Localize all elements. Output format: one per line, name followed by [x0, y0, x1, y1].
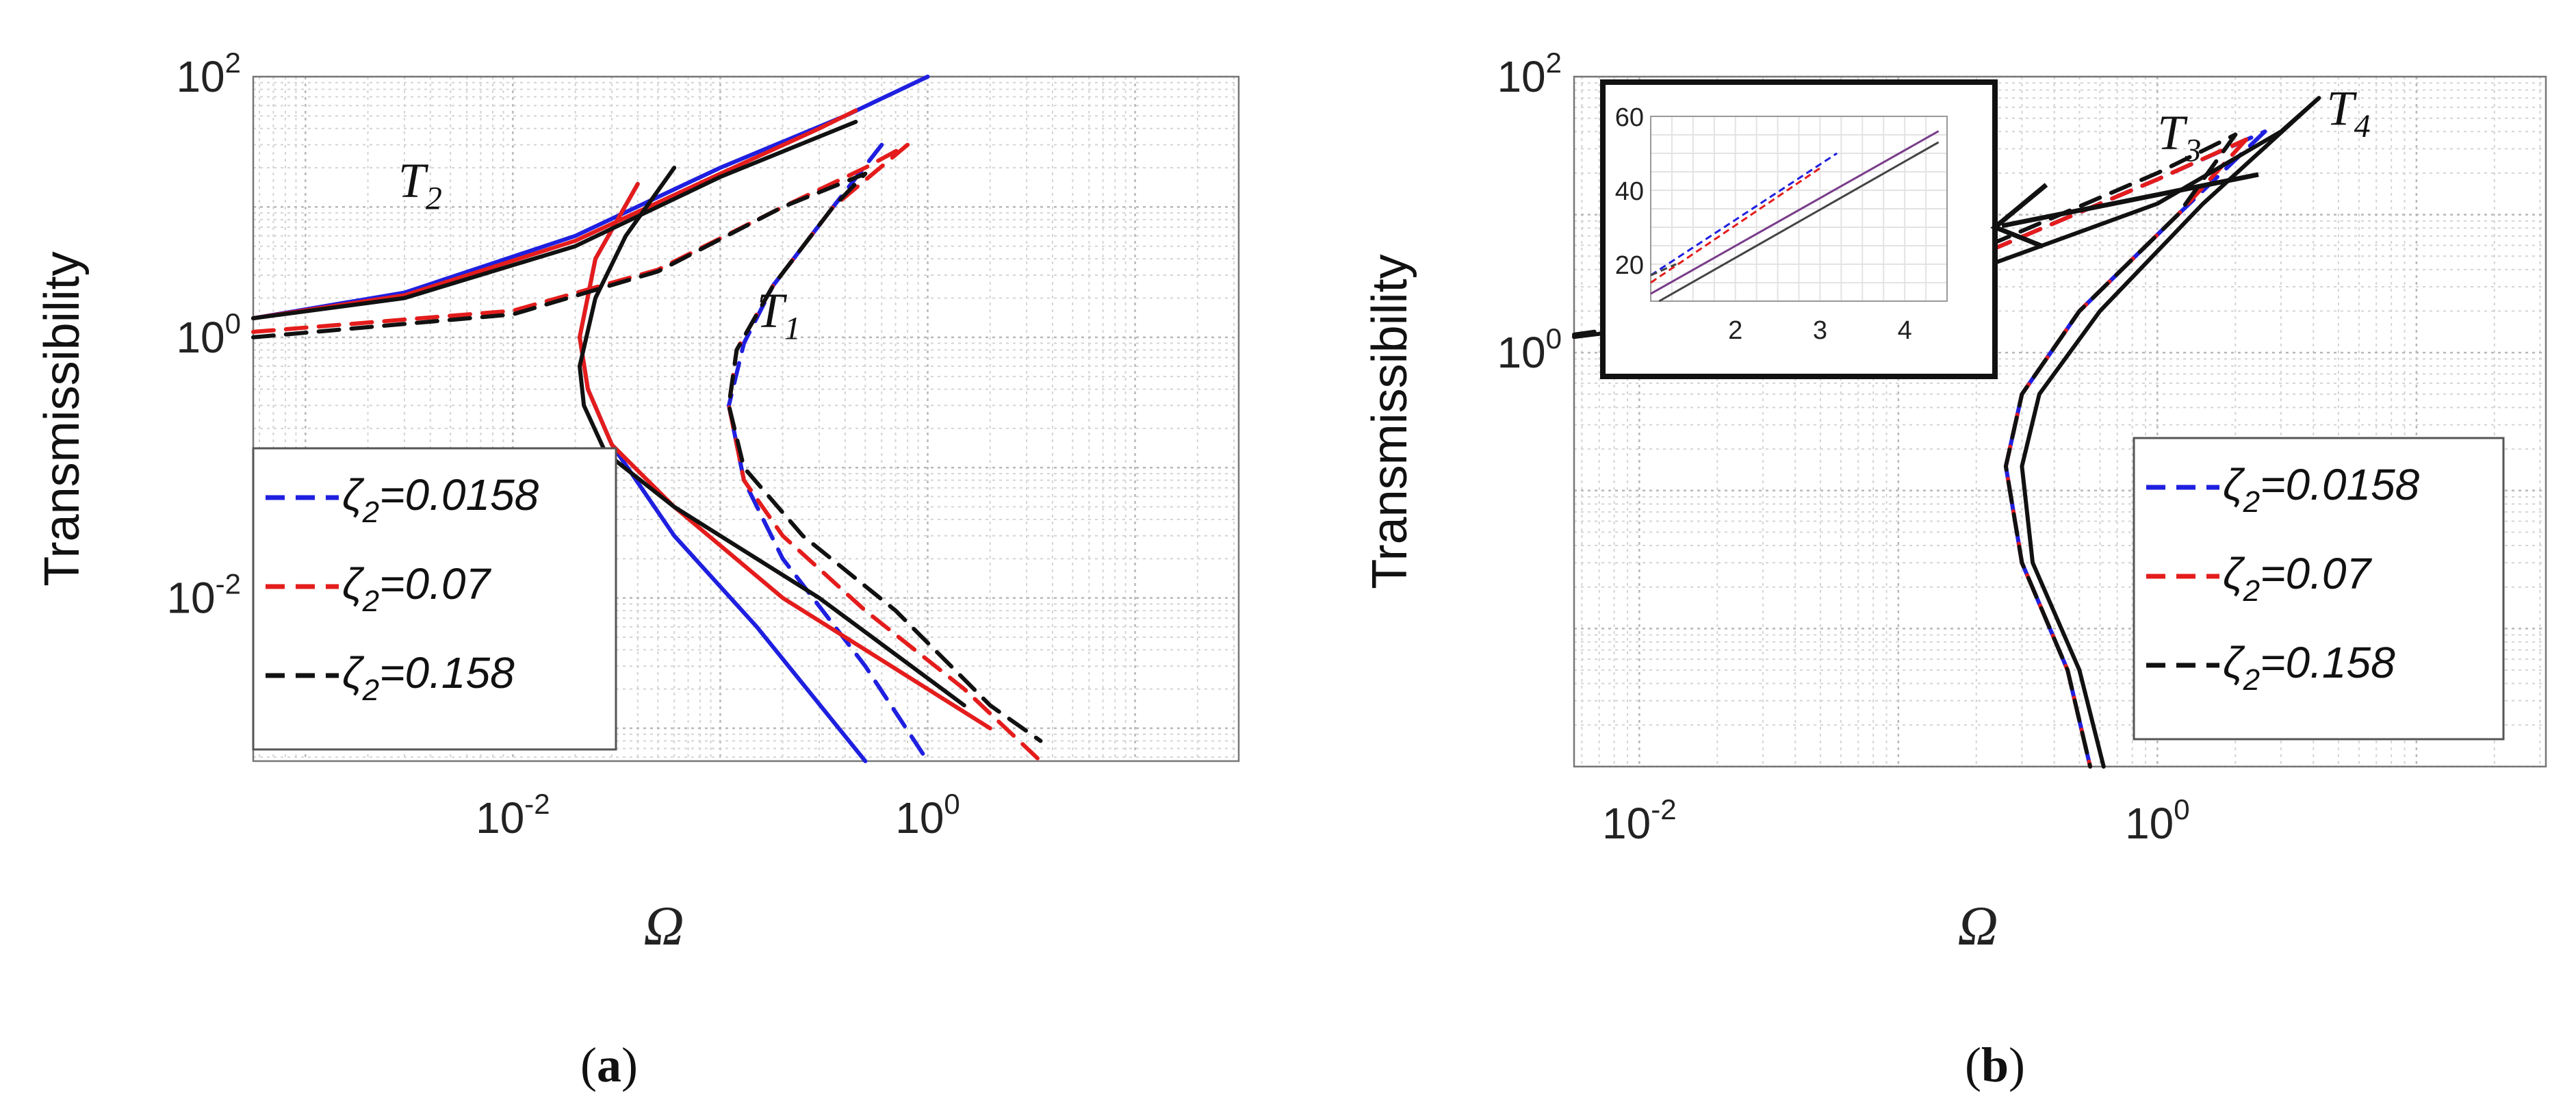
x-tick-label: 100	[895, 788, 960, 843]
curve-annotation: T1	[757, 283, 801, 347]
y-axis-label: Transmissibility	[1363, 254, 1417, 589]
series-group	[251, 75, 1043, 763]
inset-series-line	[1650, 167, 1821, 284]
panel-caption: (b)	[1965, 1038, 2025, 1092]
series-line	[2020, 96, 2321, 769]
inset-arrow-line	[2001, 172, 2259, 229]
inset-y-tick: 60	[1615, 103, 1644, 132]
series-line	[2003, 132, 2238, 769]
inset-series-line	[1658, 141, 1940, 303]
inset-y-tick: 20	[1615, 251, 1644, 280]
inset-arrow-head	[1990, 183, 2048, 249]
legend-label: ζ2=0.07	[342, 559, 491, 618]
inset-series-line	[1650, 263, 1677, 277]
inset-x-tick: 4	[1898, 316, 1912, 345]
curve-annotation: T4	[2327, 81, 2371, 144]
series-line	[578, 166, 966, 708]
y-tick-label: 10-2	[166, 568, 241, 623]
y-tick-label: 102	[1497, 47, 1562, 101]
y-axis-label: Transmissibility	[35, 251, 90, 586]
legend: ζ2=0.0158 ζ2=0.07 ζ2=0.158	[252, 447, 617, 751]
legend-label: ζ2=0.158	[342, 648, 515, 707]
panel-caption: (a)	[580, 1038, 638, 1092]
series-line	[578, 181, 992, 731]
legend-label: ζ2=0.0158	[342, 470, 539, 529]
legend-label: ζ2=0.0158	[2223, 460, 2420, 519]
curve-annotation: T2	[398, 153, 442, 216]
y-tick-label: 100	[176, 307, 241, 362]
panel-a: 10-2 100 102 100 10-2 Transmissibility Ω T2 T1 ζ2…	[35, 47, 1240, 1092]
x-axis-label: Ω	[643, 895, 684, 957]
x-tick-label: 100	[2125, 793, 2190, 848]
legend-label: ζ2=0.07	[2223, 549, 2372, 608]
x-tick-label: 10-2	[476, 788, 550, 843]
y-tick-label: 102	[176, 47, 241, 101]
plot-frame	[252, 75, 1240, 762]
inset-series-line	[1650, 152, 1838, 277]
legend: ζ2=0.0158 ζ2=0.07 ζ2=0.158	[2133, 437, 2505, 741]
legend-label: ζ2=0.158	[2223, 638, 2395, 697]
inset-x-tick: 3	[1813, 316, 1827, 345]
inset-plot-frame	[1650, 116, 1948, 302]
series-line	[251, 171, 1043, 743]
inset: 2 3 4 20 40 60	[1600, 79, 2259, 379]
y-tick-label: 100	[1497, 322, 1562, 377]
inset-y-tick: 40	[1615, 177, 1644, 206]
series-line	[251, 120, 858, 320]
inset-x-tick: 2	[1728, 316, 1742, 345]
panel-b: 10-2 100 102 100 Transmissibility Ω T3 T4 ζ2=0.0…	[1363, 47, 2547, 1092]
plot-frame	[1573, 75, 2547, 768]
curve-annotation: T3	[2157, 105, 2201, 168]
x-tick-label: 10-2	[1602, 793, 1677, 848]
series-line	[251, 142, 1043, 763]
inset-series-line	[1650, 130, 1940, 295]
x-axis-label: Ω	[1957, 895, 1998, 957]
